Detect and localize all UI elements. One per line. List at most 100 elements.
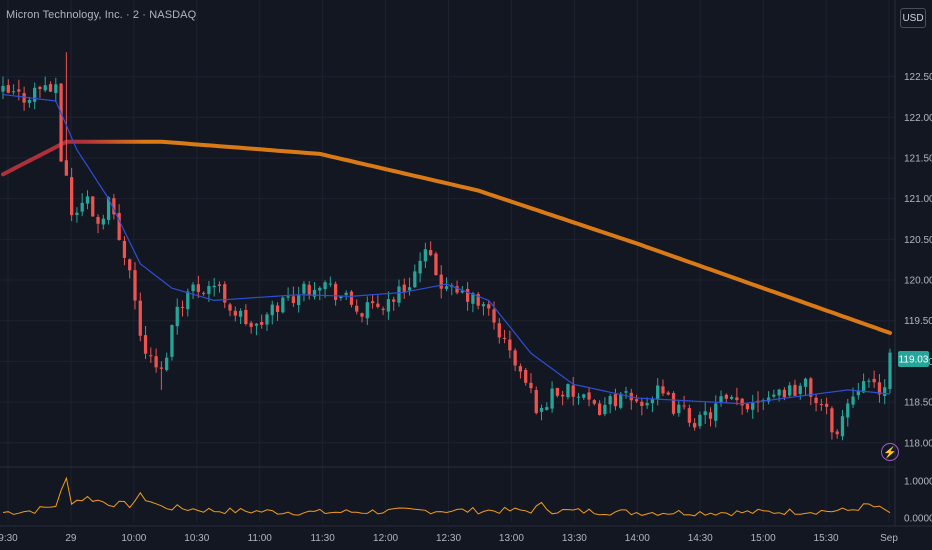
candle-body: [370, 301, 375, 304]
candle: [687, 404, 692, 427]
candle: [656, 378, 660, 406]
candle-body: [297, 295, 301, 306]
candle-body: [91, 196, 95, 217]
candle-body: [392, 299, 396, 302]
candle-body: [48, 84, 53, 92]
candle: [38, 85, 42, 98]
candle: [729, 395, 734, 401]
candle: [508, 330, 512, 359]
indicator-tick-label: 0.0000: [904, 514, 932, 525]
candle-body: [106, 197, 111, 220]
candle: [175, 298, 179, 335]
candle: [117, 204, 121, 241]
candle: [96, 214, 100, 234]
candle-body: [1, 85, 5, 92]
candle: [809, 376, 813, 406]
candle: [1, 76, 5, 100]
candle: [682, 395, 686, 410]
candle: [191, 281, 195, 300]
time-tick-label: 11:30: [310, 533, 335, 544]
candle-body: [54, 84, 58, 93]
candle: [735, 387, 739, 406]
time-tick-label: 15:30: [814, 533, 839, 544]
last-price-label: 119.03: [899, 354, 929, 365]
candle: [677, 400, 681, 417]
time-axis[interactable]: 9:30 29 10:00 10:30 11:00 11:30 12:00 12:30 13:0…: [0, 525, 932, 544]
candle-body: [883, 387, 887, 396]
candle-body: [70, 177, 74, 216]
candle-body: [825, 403, 829, 407]
candle: [270, 300, 274, 325]
candle: [835, 429, 839, 439]
candle: [64, 52, 68, 176]
candle: [597, 400, 602, 416]
candle-body: [634, 399, 639, 402]
candle-body: [576, 396, 581, 398]
candle-body: [465, 288, 470, 302]
candle-body: [677, 404, 681, 414]
time-tick-label: 13:30: [562, 533, 587, 544]
candle-body: [524, 369, 528, 383]
candle-body: [413, 271, 417, 288]
candle-body: [38, 86, 42, 90]
candle-body: [735, 397, 739, 401]
candle: [719, 390, 723, 407]
indicator-tick-label: 1.0000: [904, 477, 932, 488]
candle: [455, 280, 459, 295]
candle-body: [281, 297, 285, 313]
candle-body: [22, 93, 26, 103]
candle-body: [228, 304, 232, 311]
candle-body: [291, 296, 296, 304]
candle-body: [592, 400, 596, 404]
price-tick-label: 118.00: [904, 438, 932, 449]
candle-body: [745, 403, 750, 410]
candle-body: [397, 286, 401, 303]
candle: [302, 281, 306, 302]
candle: [545, 402, 549, 411]
candle-body: [555, 387, 560, 396]
candle: [434, 251, 438, 276]
candle-body: [708, 412, 713, 419]
candle: [244, 304, 248, 326]
candle-body: [328, 283, 332, 285]
candle: [59, 82, 63, 163]
candle-body: [407, 287, 412, 291]
candle: [825, 397, 829, 415]
candle-body: [613, 394, 618, 407]
candle: [830, 406, 834, 440]
candle: [180, 300, 185, 317]
candle-body: [212, 285, 216, 288]
time-tick-label: 13:00: [499, 533, 524, 544]
candle-body: [814, 397, 818, 404]
candle: [249, 320, 253, 334]
candle: [70, 167, 74, 222]
candle-body: [597, 403, 602, 415]
candle: [201, 291, 206, 296]
candle-body: [154, 356, 158, 368]
candle: [576, 392, 581, 405]
candle: [275, 302, 280, 321]
lightning-icon[interactable]: ⚡: [881, 443, 899, 461]
candle: [846, 398, 850, 427]
indicator-line: [2, 476, 891, 517]
price-tick-label: 122.50: [904, 72, 932, 83]
candle: [608, 393, 612, 414]
candle-body: [275, 305, 280, 313]
candle-body: [318, 287, 322, 291]
candle-body: [603, 404, 607, 415]
price-tick-label: 118.50: [904, 398, 932, 409]
candle: [27, 96, 32, 108]
candle-body: [444, 286, 449, 289]
currency-button[interactable]: USD: [900, 8, 926, 28]
candle-body: [402, 284, 406, 292]
candle: [265, 312, 269, 331]
candlestick-series: [1, 52, 892, 441]
candle: [128, 258, 132, 279]
candle-body: [386, 299, 391, 312]
candle-body: [439, 274, 443, 289]
candle-body: [434, 253, 438, 276]
price-tick-label: 121.50: [904, 153, 932, 164]
candle: [555, 387, 560, 398]
candle: [149, 347, 153, 363]
